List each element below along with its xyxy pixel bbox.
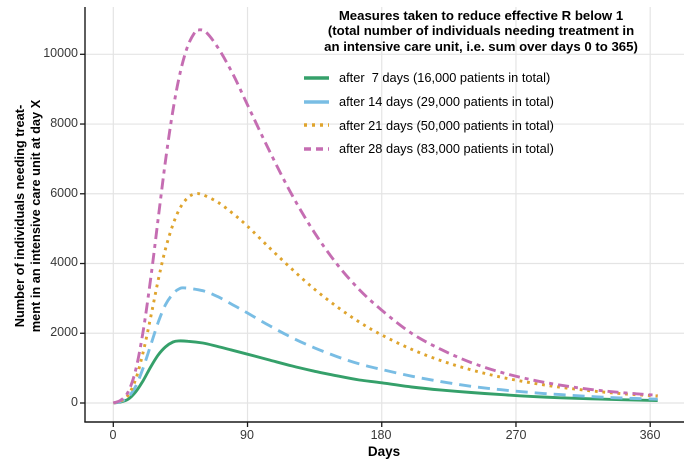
- chart-title-line-2: (total number of individuals needing tre…: [327, 23, 635, 39]
- legend-key-line-dashdot: [304, 147, 329, 151]
- chart-title-line-3: an intensive care unit, i.e. sum over da…: [324, 38, 638, 54]
- x-tick-label-0: 0: [109, 428, 117, 442]
- x-axis-title: Days: [367, 444, 401, 459]
- legend-key-line-solid: [304, 76, 329, 80]
- x-tick-label-360: 360: [639, 428, 661, 442]
- y-tick-label-10000: 10000: [43, 46, 78, 60]
- x-tick-label-180: 180: [370, 428, 392, 442]
- y-axis-title-line-1: Number of individuals needing treat-: [12, 104, 27, 328]
- legend: after 7 days (16,000 patients in total) …: [303, 66, 554, 161]
- legend-item-after-14-days: after 14 days (29,000 patients in total): [303, 90, 554, 114]
- y-tick-label-2000: 2000: [50, 325, 78, 339]
- x-tick-label-270: 270: [505, 428, 527, 442]
- y-tick-label-8000: 8000: [50, 116, 78, 130]
- legend-item-after-28-days: after 28 days (83,000 patients in total): [303, 137, 554, 161]
- y-tick-label-6000: 6000: [50, 186, 78, 200]
- legend-label: after 21 days (50,000 patients in total): [339, 117, 554, 133]
- chart-title-line-1: Measures taken to reduce effective R bel…: [338, 8, 624, 23]
- y-tick-label-4000: 4000: [50, 255, 78, 269]
- x-tick-label-90: 90: [240, 428, 254, 442]
- y-tick-label-0: 0: [71, 395, 78, 409]
- legend-label: after 7 days (16,000 patients in total): [339, 70, 551, 86]
- chart-title: Measures taken to reduce effective R bel…: [285, 8, 677, 54]
- series-line-after-14-days: [112, 286, 658, 405]
- y-axis-title-line-2: ment in an intensive care unit at day X: [27, 99, 43, 333]
- legend-label: after 14 days (29,000 patients in total): [339, 94, 554, 110]
- legend-item-after-7-days: after 7 days (16,000 patients in total): [303, 66, 554, 90]
- legend-item-after-21-days: after 21 days (50,000 patients in total): [303, 113, 554, 137]
- legend-label: after 28 days (83,000 patients in total): [339, 141, 554, 157]
- legend-key-line-dotted: [304, 123, 329, 127]
- y-axis-title: Number of individuals needing treat- men…: [12, 61, 44, 371]
- series-line-after-7-days: [113, 339, 658, 405]
- legend-key-line-dashed: [304, 99, 329, 104]
